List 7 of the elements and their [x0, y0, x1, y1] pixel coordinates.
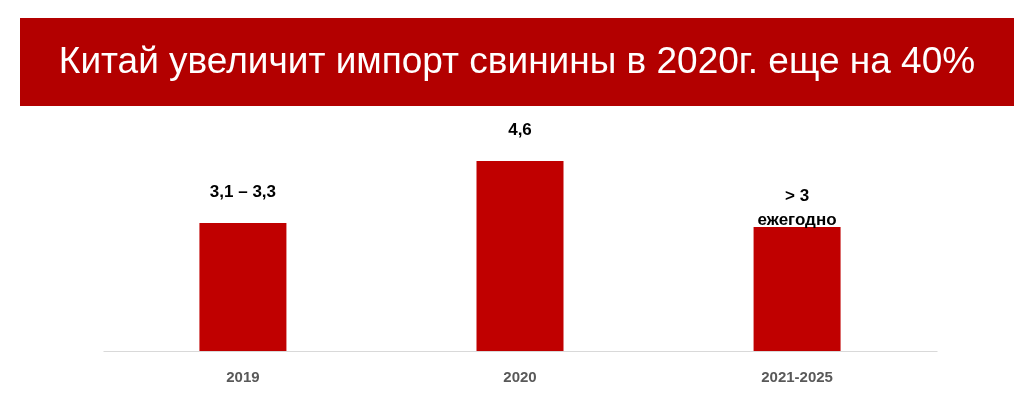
data-label: 3,1 – 3,3: [209, 181, 277, 201]
chart-title: Китай увеличит импорт свинины в 2020г. еще на 40%: [58, 40, 976, 81]
x-tick-label: 2020: [503, 367, 537, 385]
x-tick-label: 2021-2025: [761, 367, 833, 385]
data-label: 4,6: [508, 120, 532, 139]
x-tick-label: 2019: [226, 367, 260, 385]
data-label: > 3 ежегодно: [757, 186, 837, 230]
